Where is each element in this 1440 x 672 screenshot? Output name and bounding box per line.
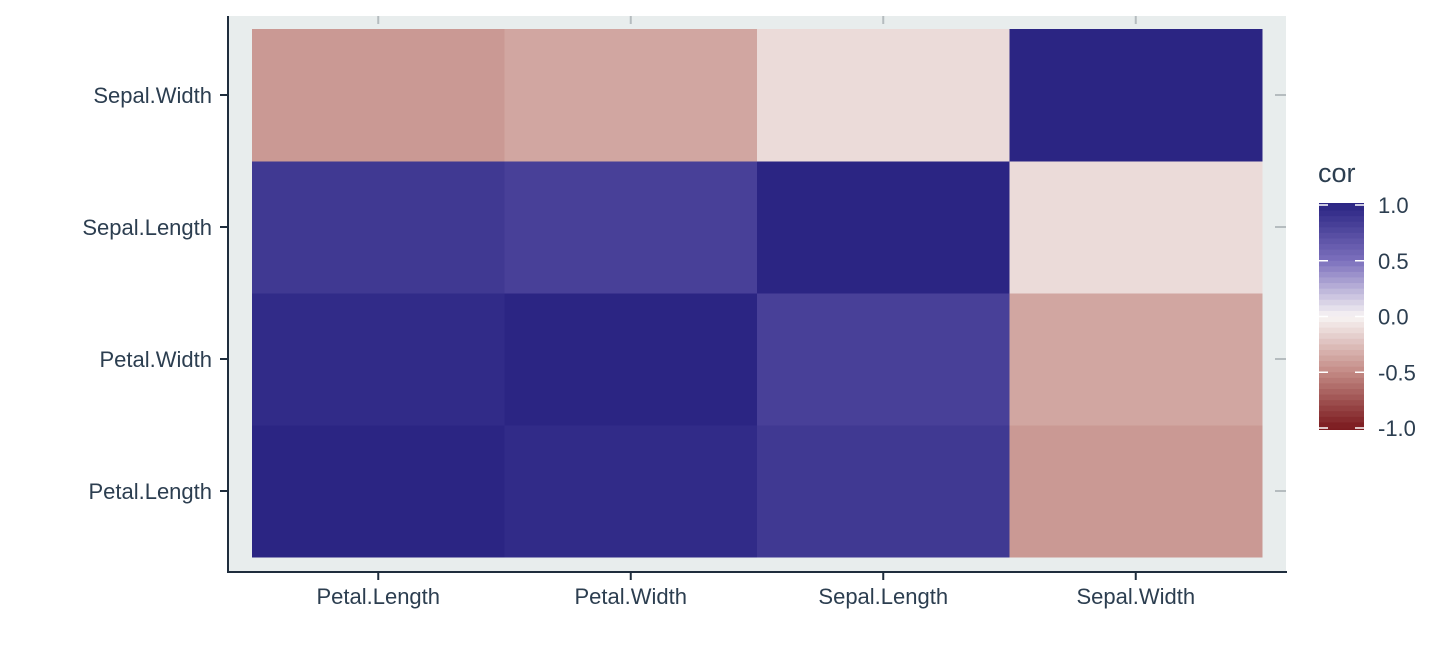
heatmap-cell: [757, 161, 1010, 294]
legend-band: [1319, 333, 1364, 340]
legend-band: [1319, 238, 1364, 245]
heatmap-cell: [1009, 293, 1263, 426]
legend-band: [1319, 210, 1364, 217]
heatmap-cell: [252, 29, 505, 162]
legend-band: [1319, 411, 1364, 418]
legend-band: [1319, 416, 1364, 424]
legend-band: [1319, 294, 1364, 301]
y-axis-tick-label: Petal.Length: [88, 479, 212, 504]
legend-tick-label: 0.0: [1378, 305, 1409, 330]
legend-band: [1319, 322, 1364, 329]
heatmap-cell: [757, 293, 1010, 426]
legend-band: [1319, 271, 1364, 279]
heatmap-cell: [757, 29, 1010, 162]
legend-band: [1319, 232, 1364, 240]
legend-tick-label: -0.5: [1378, 360, 1416, 385]
x-axis-tick-label: Sepal.Width: [1076, 584, 1195, 609]
legend-band: [1319, 216, 1364, 223]
heatmap-cell: [504, 425, 758, 558]
legend-title: cor: [1318, 158, 1356, 188]
heatmap-cell: [504, 29, 758, 162]
x-axis-tick-label: Petal.Width: [575, 584, 688, 609]
legend-band: [1319, 299, 1364, 306]
legend-tick-label: 1.0: [1378, 193, 1409, 218]
heatmap-cell: [504, 293, 758, 426]
legend-band: [1319, 205, 1364, 212]
x-axis-tick-label: Petal.Length: [316, 584, 440, 609]
heatmap-cell: [252, 425, 505, 558]
legend-band: [1319, 305, 1364, 312]
heatmap-cell: [757, 425, 1010, 558]
legend-band: [1319, 355, 1364, 362]
heatmap-cell: [1009, 425, 1263, 558]
heatmap-cell: [252, 161, 505, 294]
legend-tick-label: -1.0: [1378, 416, 1416, 441]
heatmap-cell: [504, 161, 758, 294]
legend-band: [1319, 383, 1364, 390]
legend-band: [1319, 249, 1364, 256]
heatmap-cell: [1009, 29, 1263, 162]
legend-band: [1319, 394, 1364, 401]
legend-band: [1319, 400, 1364, 407]
y-axis-tick-labels: Petal.Length Petal.Width Sepal.Length Sepal…: [82, 83, 212, 504]
legend-band: [1319, 344, 1364, 351]
legend-colorbar-bands: [1319, 205, 1364, 429]
y-axis-tick-label: Sepal.Width: [93, 83, 212, 108]
y-axis-tick-label: Petal.Width: [100, 347, 213, 372]
legend-band: [1319, 277, 1364, 284]
color-legend: cor 1.0 0.5 0.0 -0.5 -1.0: [1318, 158, 1416, 441]
legend-band: [1319, 244, 1364, 251]
legend-band: [1319, 310, 1364, 318]
axis-tick-marks: [220, 94, 1137, 580]
legend-band: [1319, 283, 1364, 290]
legend-tick-label: 0.5: [1378, 249, 1409, 274]
legend-band: [1319, 338, 1364, 345]
legend-band: [1319, 366, 1364, 373]
x-axis-tick-label: Sepal.Length: [818, 584, 948, 609]
heatmap-cell: [1009, 161, 1263, 294]
legend-band: [1319, 260, 1364, 267]
legend-band: [1319, 422, 1364, 429]
legend-band: [1319, 288, 1364, 295]
legend-band: [1319, 227, 1364, 234]
legend-band: [1319, 388, 1364, 396]
legend-band: [1319, 221, 1364, 228]
heatmap-cells: [252, 29, 1263, 558]
heatmap-cell: [252, 293, 505, 426]
legend-ticks: 1.0 0.5 0.0 -0.5 -1.0: [1319, 193, 1416, 441]
legend-band: [1319, 372, 1364, 379]
x-axis-tick-labels: Petal.Length Petal.Width Sepal.Length Sepal…: [316, 584, 1195, 609]
panel-tick-marks: [377, 16, 1286, 492]
legend-band: [1319, 349, 1364, 357]
legend-band: [1319, 405, 1364, 412]
legend-band: [1319, 361, 1364, 368]
legend-band: [1319, 266, 1364, 273]
legend-band: [1319, 327, 1364, 334]
legend-band: [1319, 255, 1364, 262]
legend-band: [1319, 377, 1364, 384]
y-axis-tick-label: Sepal.Length: [82, 215, 212, 240]
legend-band: [1319, 316, 1364, 323]
